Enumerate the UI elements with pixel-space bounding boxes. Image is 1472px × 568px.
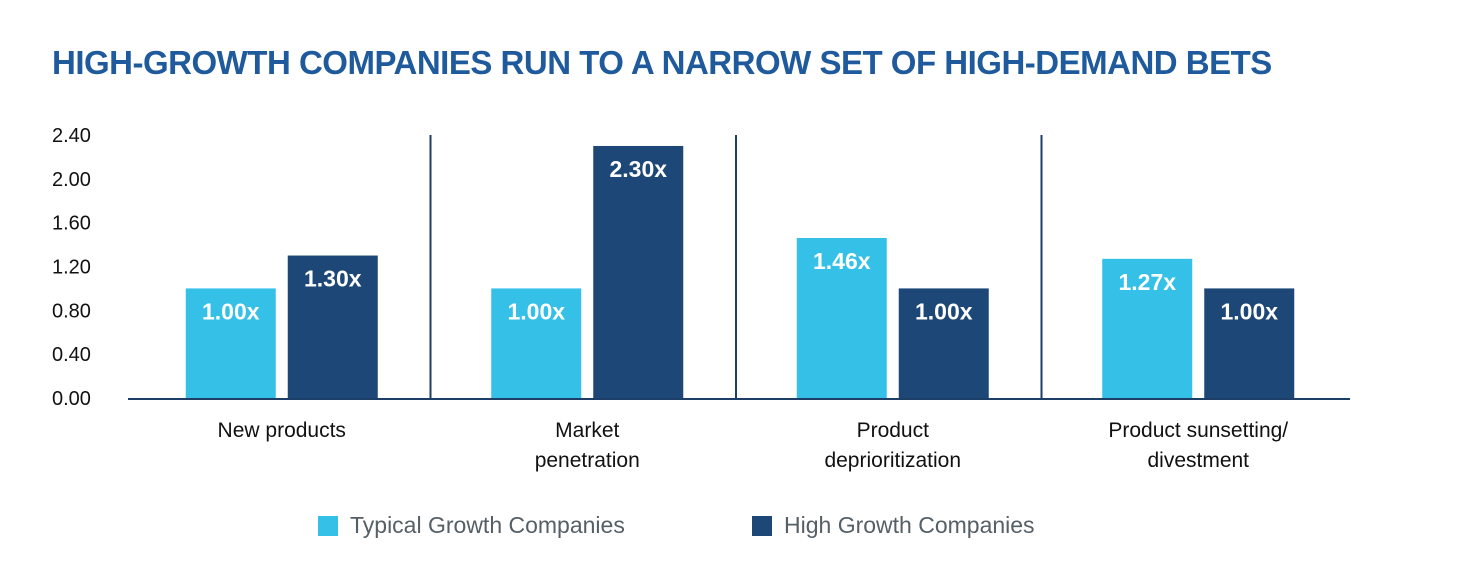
data-label: 1.27x [1118, 269, 1176, 295]
category-labels: New products Market penetration Product depr… [218, 419, 1289, 472]
y-tick-label: 0.80 [52, 300, 91, 322]
data-label: 1.46x [813, 248, 871, 274]
category-label: New products [218, 419, 346, 442]
data-label: 1.00x [915, 298, 973, 324]
bar [593, 145, 684, 398]
category-label: Product sunsetting/ [1108, 419, 1288, 442]
legend-swatch-typical [318, 515, 338, 536]
bar [1102, 258, 1193, 398]
category-label: Market [555, 419, 619, 442]
y-tick-label: 0.40 [52, 344, 91, 366]
y-tick-label: 1.20 [52, 257, 91, 279]
bar [287, 255, 378, 398]
category-label: Product [857, 419, 930, 442]
bar [185, 288, 276, 398]
bar [796, 238, 887, 398]
category-label: divestment [1147, 449, 1249, 472]
legend-label-high: High Growth Companies [784, 512, 1035, 538]
category-label: deprioritization [824, 449, 961, 472]
bar [898, 288, 989, 398]
y-tick-label: 0.00 [52, 388, 91, 410]
bar-chart: 0.000.400.801.201.602.002.40 1.00x1.30x1… [52, 125, 1350, 472]
data-label: 1.00x [202, 298, 260, 324]
data-label: 1.30x [304, 266, 362, 292]
legend: Typical Growth Companies High Growth Com… [0, 512, 1472, 544]
bar [491, 288, 582, 398]
y-tick-label: 2.40 [52, 125, 91, 147]
legend-swatch-high [752, 515, 772, 536]
data-label: 2.30x [609, 156, 667, 182]
data-labels: 1.00x 1.30x 1.00x 2.30x 1.46x 1.00x 1.27x 1.00x [202, 156, 1278, 324]
y-axis-ticks: 0.00 0.40 0.80 1.20 1.60 2.00 2.40 [52, 125, 91, 410]
data-label: 1.00x [507, 298, 565, 324]
category-label: penetration [535, 449, 640, 472]
legend-label-typical: Typical Growth Companies [350, 512, 625, 538]
chart-title: HIGH-GROWTH COMPANIES RUN TO A NARROW SE… [52, 44, 1272, 81]
y-tick-label: 2.00 [52, 169, 91, 191]
bars [185, 145, 1295, 398]
data-label: 1.00x [1220, 298, 1278, 324]
category-separators [429, 135, 1043, 398]
legend-item-high: High Growth Companies [752, 512, 1035, 539]
bar [1204, 288, 1295, 398]
legend-item-typical: Typical Growth Companies [318, 512, 625, 539]
y-tick-label: 1.60 [52, 213, 91, 235]
